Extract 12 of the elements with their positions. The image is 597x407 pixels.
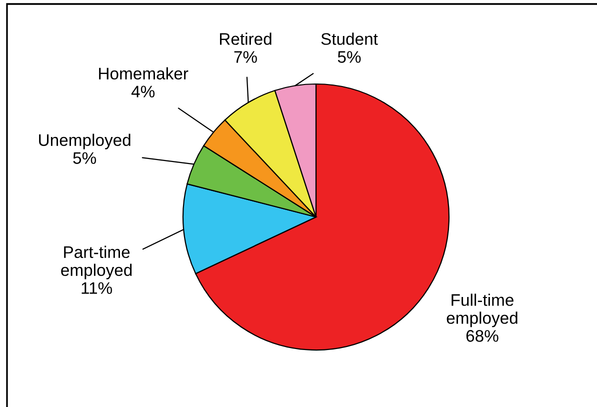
slice-label: Retired [220, 32, 272, 45]
data-label: 4% [131, 86, 155, 98]
slice-label: Homemaker [99, 67, 188, 80]
data-label: 5% [73, 152, 96, 164]
data-label: 11% [82, 282, 112, 294]
slice-label: Unemployed [39, 134, 130, 150]
slice-label: Full-time employed [446, 294, 518, 328]
slice-label: Student [321, 32, 378, 45]
data-label: 7% [234, 51, 257, 63]
slice-label: Part-time employed [61, 246, 132, 280]
data-label: 68% [466, 330, 498, 342]
data-label: 5% [338, 51, 361, 63]
